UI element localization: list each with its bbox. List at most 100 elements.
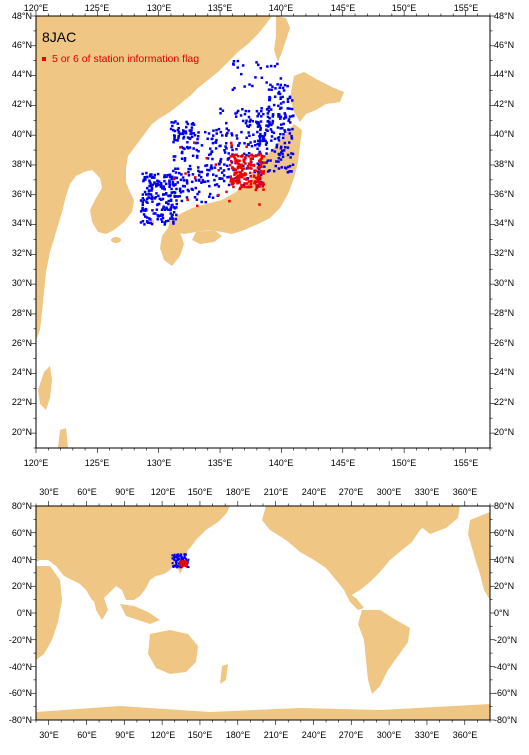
station-marker [186,141,189,144]
lon-label: 125°E [85,458,110,468]
station-marker [149,221,152,225]
station-marker [168,175,172,179]
station-marker [273,65,277,68]
station-marker [176,558,179,560]
station-marker [248,83,251,86]
station-marker [247,109,251,113]
station-marker [265,124,268,127]
station-marker [281,86,285,90]
station-marker [211,157,214,161]
station-marker [279,115,283,119]
station-marker [279,127,282,130]
station-marker [182,131,185,134]
jeju-island [111,237,121,243]
station-marker [289,121,292,124]
station-marker [279,97,282,100]
station-marker [208,195,211,198]
station-marker [290,135,293,138]
station-marker [260,156,263,159]
station-marker [270,149,274,152]
station-marker [229,160,233,163]
station-marker [177,131,181,134]
station-marker [265,128,268,132]
station-marker [282,89,286,92]
station-marker [278,86,282,89]
station-marker [219,157,223,161]
station-marker [251,157,254,160]
station-marker [185,180,189,183]
station-marker [196,204,199,208]
lat-label: -20°N [494,635,517,645]
station-marker [139,199,143,202]
station-marker [269,159,272,162]
indonesia [120,604,160,624]
station-marker [242,183,246,187]
station-marker [146,186,149,190]
sakhalin [274,16,290,62]
station-marker [160,208,164,211]
station-marker [237,163,241,166]
station-marker [146,220,149,223]
station-marker [270,130,274,133]
station-marker [171,175,174,179]
station-marker [146,197,149,201]
station-marker [257,159,261,162]
station-marker [247,152,251,155]
station-marker [260,107,263,110]
station-marker [261,185,264,188]
station-marker [242,152,246,156]
station-marker [141,200,145,204]
lon-label: 130°E [147,3,172,13]
station-marker [168,183,172,187]
station-marker [268,123,272,126]
station-marker [243,172,247,175]
station-marker [155,208,159,211]
station-marker [173,137,176,140]
station-marker [240,185,243,189]
station-marker [278,113,281,116]
station-marker [153,173,157,177]
station-marker [225,127,228,130]
station-marker [275,146,278,149]
lat-label: 24°N [494,367,514,377]
station-marker [221,177,224,180]
station-marker [262,135,265,138]
station-marker [225,190,228,194]
station-marker [173,556,176,559]
station-marker [262,170,265,173]
station-marker [235,134,238,137]
station-marker [184,561,187,564]
station-marker [236,66,239,69]
station-marker [255,120,258,124]
station-marker [141,193,145,196]
station-marker [290,170,293,173]
station-marker [246,164,250,168]
station-marker [282,133,285,136]
station-marker [175,176,179,180]
station-marker [283,129,286,132]
lat-label: 60°N [12,528,32,538]
station-marker [271,115,274,118]
station-marker [173,195,177,198]
station-marker [184,132,188,135]
station-marker [247,180,251,183]
station-marker [291,163,295,166]
station-marker [280,166,283,169]
station-marker [232,185,235,189]
station-marker [227,183,231,187]
station-marker [258,125,261,128]
lat-label: 28°N [12,308,32,318]
station-marker [188,129,191,132]
station-marker [273,95,277,98]
station-marker [180,556,183,559]
station-marker [185,196,189,199]
station-marker [191,173,195,176]
station-marker [270,139,273,142]
station-marker [243,158,247,161]
station-marker [176,559,179,562]
station-marker [180,145,183,149]
station-marker [215,174,218,178]
station-marker [267,110,271,113]
lat-label: -80°N [9,715,32,725]
station-marker [245,153,248,157]
